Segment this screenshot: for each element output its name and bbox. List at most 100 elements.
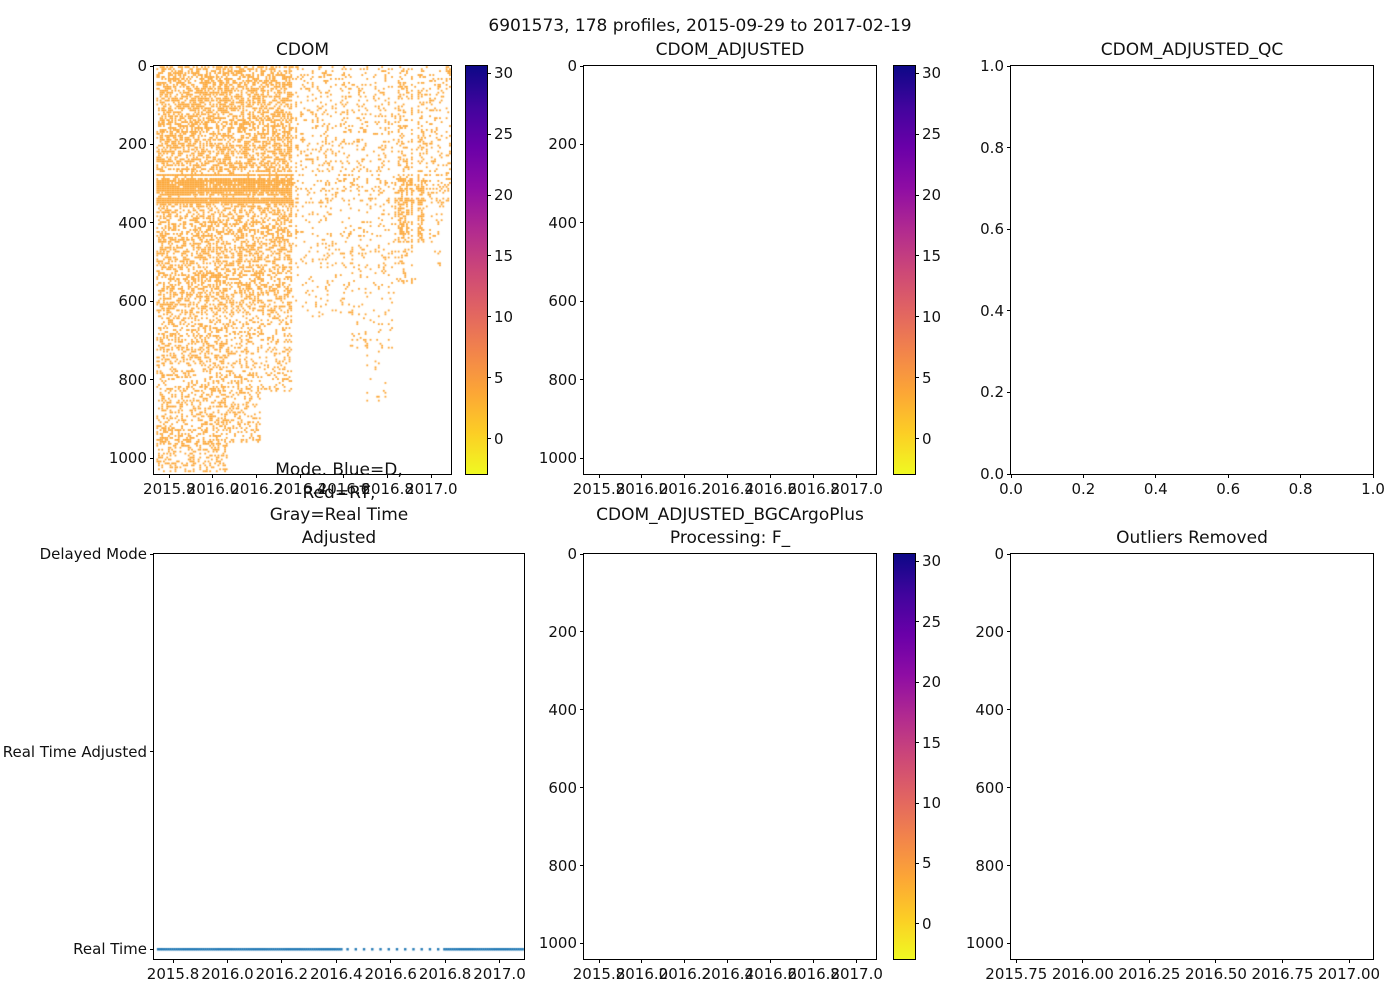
x-tick-mark	[1215, 959, 1217, 963]
subplot-cdom: CDOM 2015.8 2016.0 2016.2 2016.4 2016.6 2016.…	[109, 40, 458, 498]
x-tick-mark	[430, 474, 432, 478]
y-tick-label: 600	[118, 292, 147, 311]
x-tick-label: 2016.6	[744, 480, 798, 498]
y-tick-mark	[580, 222, 584, 224]
colorbar-tick-mark	[487, 255, 491, 257]
y-tick-label: 800	[548, 856, 577, 875]
x-tick-label: 2016.2	[230, 480, 283, 498]
x-tick-label: 2015.75	[985, 965, 1048, 983]
x-tick-label: 2016.2	[255, 965, 309, 983]
x-tick-mark	[1155, 474, 1157, 478]
colorbar-tick-label: 25	[922, 125, 942, 144]
y-tick-mark	[1007, 942, 1011, 944]
y-tick-label: 1000	[965, 934, 1004, 953]
y-tick-label: 0.8	[980, 138, 1004, 157]
x-tick-label: 2016.4	[274, 480, 327, 498]
x-tick-label: 2016.6	[744, 965, 798, 983]
y-tick-mark	[1007, 147, 1011, 149]
x-tick-label: 2016.0	[201, 965, 254, 983]
subplot-mode-title: Mode. Blue=D, Red=RT, Gray=Real Time Adj…	[269, 460, 409, 548]
x-tick-label: 2016.25	[1118, 965, 1181, 983]
colorbar-tick-label: 0	[494, 429, 504, 448]
y-tick-mark	[1007, 865, 1011, 867]
y-tick-mark	[150, 143, 154, 145]
y-tick-label: Real Time	[73, 940, 147, 959]
colorbar-tick-label: 25	[922, 612, 942, 631]
x-tick-mark	[856, 474, 858, 478]
x-tick-label: 2016.00	[1051, 965, 1114, 983]
y-tick-label: 1000	[538, 934, 577, 953]
x-tick-mark	[390, 959, 392, 963]
x-tick-mark	[444, 959, 446, 963]
x-tick-mark	[1148, 959, 1150, 963]
y-tick-label: 0	[567, 545, 577, 563]
colorbar-tick-mark	[487, 194, 491, 196]
colorbar-tick-mark	[915, 923, 919, 925]
y-tick-mark	[580, 631, 584, 633]
colorbar-tick-label: 10	[922, 307, 942, 326]
y-tick-mark	[150, 948, 154, 950]
x-tick-label: 2016.75	[1251, 965, 1314, 983]
y-tick-label: 400	[548, 700, 577, 719]
y-tick-mark	[580, 457, 584, 459]
colorbar-tick-mark	[915, 862, 919, 864]
x-tick-label: 2016.8	[787, 965, 840, 983]
y-tick-mark	[580, 65, 584, 67]
x-tick-mark	[684, 474, 686, 478]
y-tick-label: 600	[548, 292, 577, 311]
x-tick-label: 2016.4	[701, 965, 755, 983]
y-tick-mark	[1007, 65, 1011, 67]
colorbar-tick-label: 30	[494, 64, 514, 83]
colorbar-tick-label: 15	[494, 246, 514, 265]
y-tick-label: 800	[118, 370, 147, 389]
colorbar-tick-mark	[487, 438, 491, 440]
y-tick-label: 0.2	[980, 383, 1004, 402]
y-tick-mark	[580, 709, 584, 711]
subplot-cdom-adjusted-bgcargoplus: CDOM_ADJUSTED_BGCArgoPlus Processing: F_…	[539, 505, 883, 983]
colorbar-tick-mark	[915, 621, 919, 623]
x-tick-mark	[1010, 474, 1012, 478]
x-tick-mark	[335, 959, 337, 963]
colorbar-tick-label: 5	[494, 368, 504, 387]
y-tick-label: 800	[548, 370, 577, 389]
x-tick-label: 2015.8	[143, 480, 196, 498]
y-tick-label: 0.0	[980, 465, 1004, 483]
x-tick-label: 2016.8	[418, 965, 472, 983]
x-tick-label: 2016.2	[658, 965, 712, 983]
x-tick-label: 2016.2	[658, 480, 712, 498]
y-tick-label: 200	[548, 622, 577, 641]
x-tick-label: 0.4	[1143, 480, 1168, 498]
x-tick-mark	[212, 474, 214, 478]
colorbar-tick-mark	[487, 133, 491, 135]
y-tick-mark	[150, 300, 154, 302]
y-tick-mark	[1007, 473, 1011, 475]
colorbar-cdom-adjusted: 30 25 20 15 10 5 0	[893, 64, 941, 475]
colorbar-tick-label: 0	[922, 914, 932, 933]
colorbar-tick-mark	[915, 133, 919, 135]
subplot-cdom-adjusted-bgcargoplus-title: CDOM_ADJUSTED_BGCArgoPlus Processing: F_	[596, 505, 864, 548]
x-tick-mark	[1082, 959, 1084, 963]
x-tick-mark	[299, 474, 301, 478]
colorbar-tick-mark	[487, 72, 491, 74]
x-tick-mark	[770, 959, 772, 963]
x-tick-label: 2015.8	[572, 965, 626, 983]
colorbar-tick-mark	[915, 72, 919, 74]
y-tick-mark	[150, 751, 154, 753]
x-tick-label: 0.0	[999, 480, 1023, 498]
y-tick-label: 200	[975, 622, 1004, 641]
y-tick-label: Real Time Adjusted	[2, 742, 147, 761]
colorbar-tick-label: 20	[922, 186, 942, 205]
subplot-cdom-adjusted-qc-title: CDOM_ADJUSTED_QC	[1100, 39, 1284, 60]
x-tick-mark	[684, 959, 686, 963]
y-tick-label: 1000	[538, 449, 577, 468]
subplot-outliers-removed-title: Outliers Removed	[1116, 527, 1268, 548]
colorbar-tick-label: 20	[494, 186, 514, 205]
subplot-cdom-adjusted: CDOM_ADJUSTED 2015.8 2016.0 2016.2 2016.4 20…	[539, 40, 883, 498]
x-tick-mark	[813, 959, 815, 963]
colorbar-tick-label: 15	[922, 733, 942, 752]
y-tick-label: 200	[118, 135, 147, 154]
x-tick-mark	[856, 959, 858, 963]
y-tick-label: 600	[975, 778, 1004, 797]
x-tick-label: 2016.0	[615, 480, 669, 498]
x-tick-mark	[281, 959, 283, 963]
